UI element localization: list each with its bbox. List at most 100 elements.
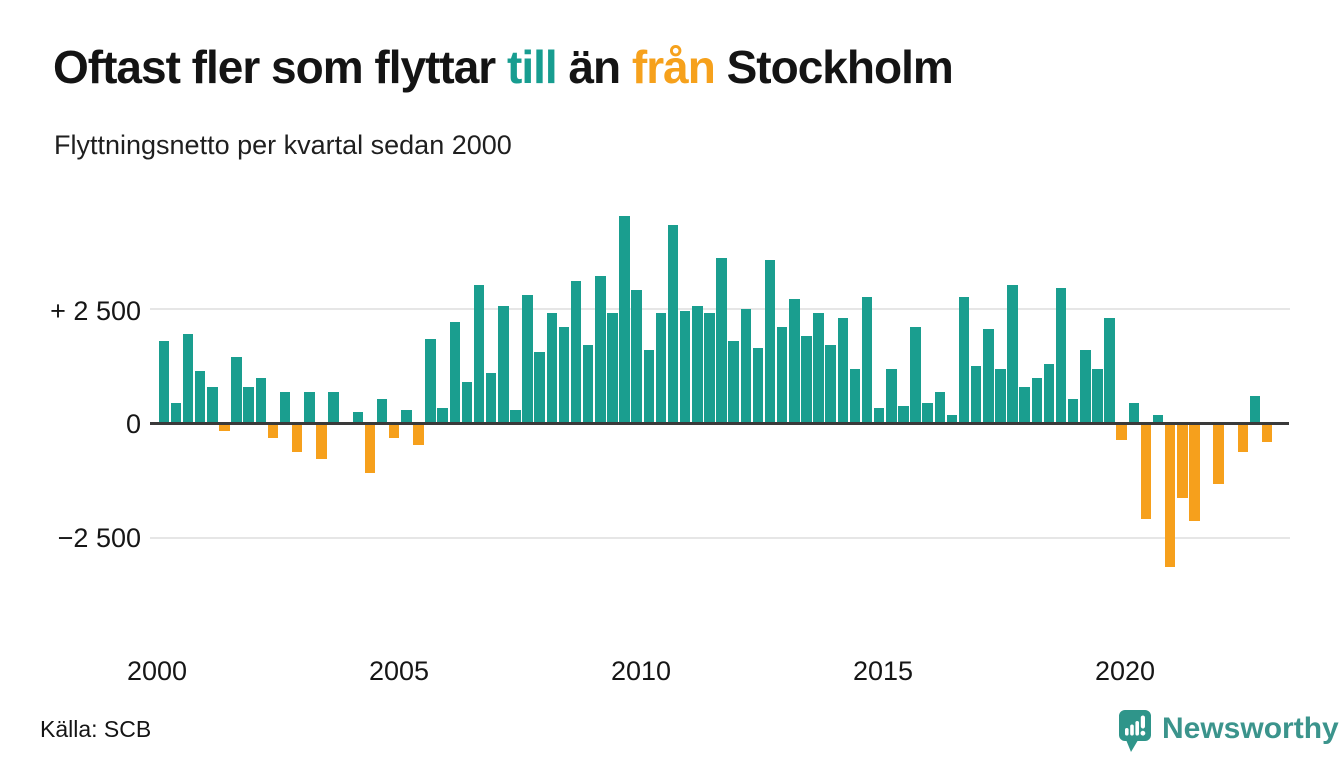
bar-2017-Q4 [1019, 387, 1030, 424]
y-tick-label-minus-2500: −2 500 [57, 523, 141, 553]
bar-2005-Q3 [425, 338, 436, 424]
x-tick-label-2010: 2010 [610, 656, 672, 686]
bar-2014-Q2 [849, 368, 861, 424]
bar-2010-Q4 [679, 310, 691, 424]
bar-2003-Q2 [316, 424, 327, 459]
bar-2006-Q1 [449, 322, 461, 424]
bar-2013-Q2 [801, 336, 812, 424]
title-part3: Stockholm [714, 41, 954, 93]
bar-2013-Q4 [825, 345, 836, 424]
bar-2010-Q2 [655, 313, 667, 424]
newsworthy-wordmark: Newsworthy [1162, 712, 1339, 745]
newsworthy-logo[interactable]: Newsworthy [1118, 709, 1339, 755]
bar-2014-Q4 [873, 407, 885, 424]
bar-2015-Q2 [898, 405, 909, 424]
bar-2018-Q3 [1055, 287, 1067, 424]
x-tick-label-2020: 2020 [1094, 656, 1156, 686]
bar-2020-Q4 [1164, 424, 1176, 568]
bar-2017-Q2 [995, 368, 1006, 424]
zero-axis-line [150, 422, 1289, 425]
bar-2007-Q3 [522, 294, 533, 424]
bar-2007-Q2 [510, 410, 521, 424]
title-highlight-till: till [507, 41, 558, 93]
bar-2010-Q3 [667, 225, 679, 424]
bar-2011-Q2 [704, 313, 715, 424]
page-title: Oftast fler som flyttar till än från Sto… [53, 40, 954, 94]
bar-2004-Q3 [376, 398, 388, 424]
bar-2009-Q1 [595, 276, 606, 424]
title-part1: Oftast fler som flyttar [53, 41, 507, 93]
bar-2001-Q4 [243, 387, 254, 424]
bar-2002-Q1 [255, 377, 267, 424]
bar-2018-Q4 [1067, 398, 1079, 424]
bar-2016-Q4 [970, 366, 982, 424]
bar-2019-Q1 [1080, 350, 1091, 424]
bar-2004-Q4 [388, 424, 400, 438]
bar-2012-Q4 [776, 326, 788, 424]
bar-2013-Q1 [789, 299, 800, 424]
bar-2000-Q4 [194, 370, 206, 424]
bar-2016-Q3 [958, 296, 970, 424]
source-attribution: Källa: SCB [40, 716, 152, 742]
bar-2007-Q4 [534, 352, 545, 424]
title-part2: än [556, 41, 632, 93]
bar-2022-Q3 [1249, 396, 1261, 424]
x-tick-label-2000: 2000 [126, 656, 188, 686]
bar-2001-Q3 [231, 357, 242, 424]
bar-2011-Q4 [728, 340, 739, 424]
bar-2008-Q4 [582, 345, 594, 424]
bar-2011-Q1 [692, 306, 703, 424]
bar-2009-Q2 [607, 313, 618, 424]
bar-2011-Q3 [716, 257, 727, 424]
bar-2000-Q1 [158, 340, 170, 424]
bar-2001-Q1 [207, 387, 218, 424]
bar-2002-Q2 [267, 424, 279, 438]
bar-2020-Q2 [1140, 424, 1152, 519]
bar-2010-Q1 [643, 350, 655, 424]
bar-2012-Q2 [752, 347, 764, 424]
bar-2005-Q1 [401, 410, 412, 424]
bar-2004-Q2 [364, 424, 376, 473]
chart-subtitle: Flyttningsnetto per kvartal sedan 2000 [54, 130, 512, 160]
x-tick-label-2005: 2005 [368, 656, 430, 686]
bar-2022-Q4 [1261, 424, 1273, 443]
newsworthy-bubble-chart-icon [1119, 710, 1151, 752]
bar-2008-Q3 [570, 280, 582, 424]
bar-2005-Q2 [413, 424, 424, 445]
bar-2009-Q4 [631, 290, 642, 424]
bar-2013-Q3 [813, 313, 824, 424]
bar-2016-Q2 [946, 414, 958, 424]
bar-2000-Q2 [170, 403, 182, 424]
bar-2012-Q1 [740, 308, 752, 424]
x-tick-label-2015: 2015 [852, 656, 914, 686]
bar-2020-Q3 [1152, 414, 1164, 424]
bar-2021-Q1 [1177, 424, 1188, 498]
bar-2014-Q1 [837, 317, 849, 424]
bar-2021-Q2 [1189, 424, 1200, 522]
bar-2008-Q2 [558, 326, 570, 424]
bar-2014-Q3 [861, 296, 873, 424]
bar-2017-Q3 [1007, 285, 1018, 424]
bar-2003-Q1 [304, 391, 315, 424]
y-tick-label-plus-2500: + 2 500 [50, 296, 141, 326]
bar-2015-Q4 [922, 403, 933, 424]
title-highlight-fran: från [631, 41, 716, 93]
bar-2021-Q4 [1213, 424, 1224, 485]
bar-2005-Q4 [437, 407, 448, 424]
bar-2002-Q4 [291, 424, 303, 452]
bar-2009-Q3 [619, 216, 630, 424]
y-tick-label-zero: 0 [125, 409, 141, 439]
bar-2012-Q3 [764, 259, 776, 424]
bar-2020-Q1 [1128, 403, 1140, 424]
bar-2006-Q3 [473, 285, 485, 424]
bar-2006-Q4 [485, 373, 497, 424]
bar-2004-Q1 [352, 412, 364, 424]
bar-2019-Q4 [1116, 424, 1127, 441]
gridline-minus-2500 [150, 537, 1290, 539]
bar-2015-Q1 [886, 368, 897, 424]
bar-2000-Q3 [182, 333, 194, 424]
bar-2015-Q3 [910, 326, 921, 424]
bar-2018-Q2 [1043, 363, 1055, 424]
bar-2022-Q2 [1237, 424, 1249, 452]
